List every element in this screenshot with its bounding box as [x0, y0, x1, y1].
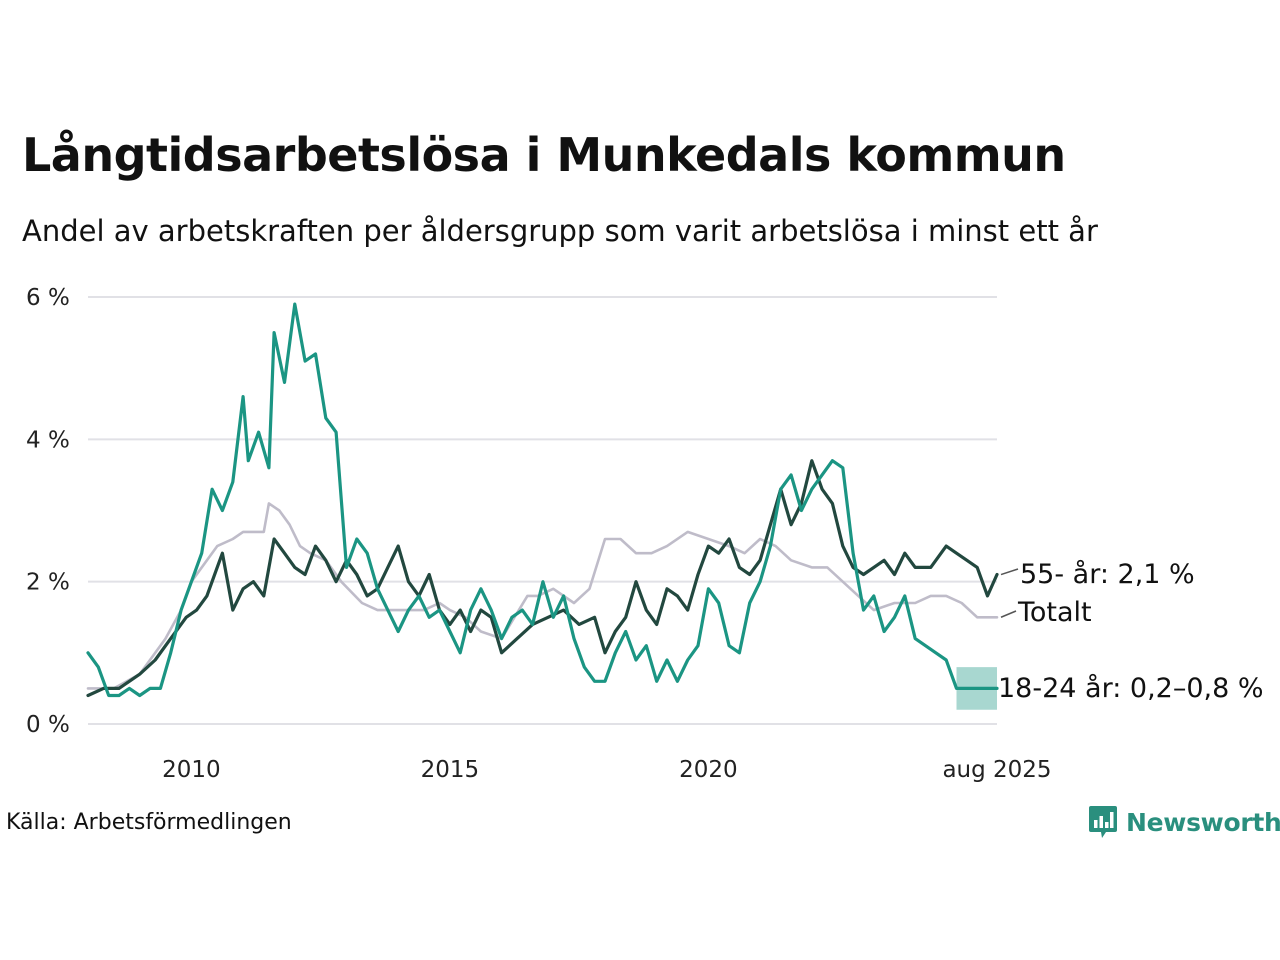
source-note: Källa: Arbetsförmedlingen	[6, 810, 292, 835]
series-line-total	[86, 502, 999, 690]
label-leader-total	[1000, 610, 1017, 618]
chart-subtitle: Andel av arbetskraften per åldersgrupp s…	[22, 214, 1098, 248]
label-leader-old	[1000, 568, 1019, 576]
end-labels: Totalt 55- år: 2,1 % 18-24 år: 0,2–0,8 %	[998, 559, 1264, 704]
brand-logo[interactable]: Newsworthy	[1088, 804, 1280, 840]
y-tick-label: 6 %	[26, 285, 70, 311]
x-tick-label: 2015	[421, 757, 480, 783]
gridlines: 0 % 2 % 4 % 6 % 2010 2015 2020 aug 2025	[26, 285, 1052, 783]
series-line-old	[86, 459, 999, 698]
y-tick-label: 0 %	[26, 712, 70, 738]
end-label-young: 18-24 år: 0,2–0,8 %	[998, 673, 1264, 704]
x-tick-label: 2020	[679, 757, 738, 783]
brand-name: Newsworthy	[1126, 807, 1280, 837]
end-label-total: Totalt	[1017, 597, 1092, 628]
x-tick-label: 2010	[162, 757, 221, 783]
y-tick-label: 2 %	[26, 570, 70, 596]
x-tick-label: aug 2025	[942, 757, 1051, 783]
newsworthy-logo-icon	[1089, 806, 1117, 838]
chart-title: Långtidsarbetslösa i Munkedals kommun	[22, 128, 1066, 182]
line-chart: 0 % 2 % 4 % 6 % 2010 2015 2020 aug 2025 Totalt 5…	[26, 285, 1264, 783]
y-tick-label: 4 %	[26, 427, 70, 453]
series-lines	[86, 302, 999, 698]
end-label-old: 55- år: 2,1 %	[1020, 559, 1195, 590]
series-line-young	[86, 302, 999, 698]
